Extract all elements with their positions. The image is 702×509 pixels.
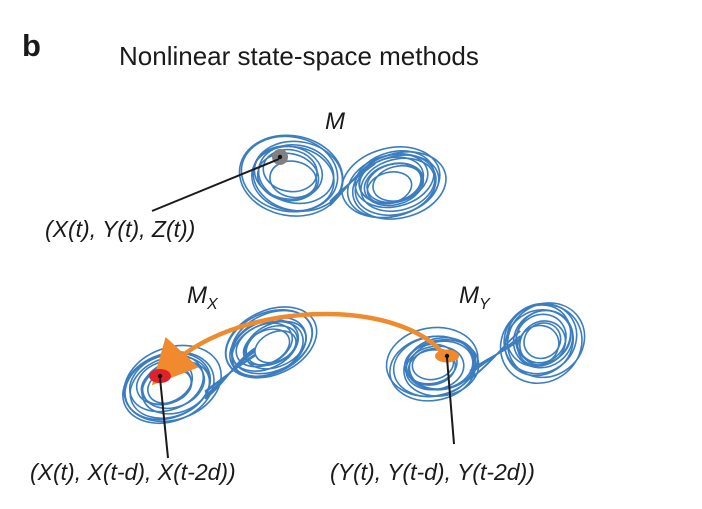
leader-line-y bbox=[446, 357, 455, 445]
attractor-m-bridge bbox=[329, 159, 376, 206]
panel-letter: b bbox=[22, 28, 41, 63]
attractor-my-loop bbox=[499, 303, 583, 385]
attractor-m-loop bbox=[240, 135, 339, 213]
attractor-my-loop bbox=[385, 326, 479, 398]
attractor-mx-loop bbox=[224, 306, 318, 379]
attractor-my-loop bbox=[506, 302, 586, 379]
attractor-mx-loop bbox=[254, 330, 297, 364]
attractor-my-bridge bbox=[469, 335, 521, 375]
attractor-m-loop bbox=[351, 151, 447, 220]
leader-line-full bbox=[151, 158, 280, 212]
manifold-label-m: M bbox=[325, 108, 345, 135]
point-label-full: (X(t), Y(t), Z(t)) bbox=[45, 216, 195, 242]
point-full bbox=[272, 149, 288, 165]
manifold-label-my: MY bbox=[459, 282, 491, 313]
panel-title: Nonlinear state-space methods bbox=[119, 41, 479, 71]
attractor-my bbox=[385, 302, 586, 402]
cross-map-arrow bbox=[151, 311, 449, 386]
point-label-y: (Y(t), Y(t-d), Y(t-2d)) bbox=[330, 459, 535, 485]
manifold-label-mx: MX bbox=[187, 282, 219, 313]
attractor-mx-bridge bbox=[204, 353, 256, 394]
attractor-my-loop bbox=[405, 336, 477, 391]
attractor-m-loop bbox=[269, 160, 318, 199]
point-x bbox=[149, 369, 171, 383]
point-label-x: (X(t), X(t-d), X(t-2d)) bbox=[30, 459, 236, 485]
attractor-my-loop bbox=[407, 349, 457, 386]
leader-line-x bbox=[159, 377, 169, 459]
attractor-m-loop bbox=[340, 146, 441, 219]
attractor-m bbox=[238, 134, 447, 220]
attractor-my-loop bbox=[515, 313, 567, 364]
point-y bbox=[435, 349, 459, 363]
